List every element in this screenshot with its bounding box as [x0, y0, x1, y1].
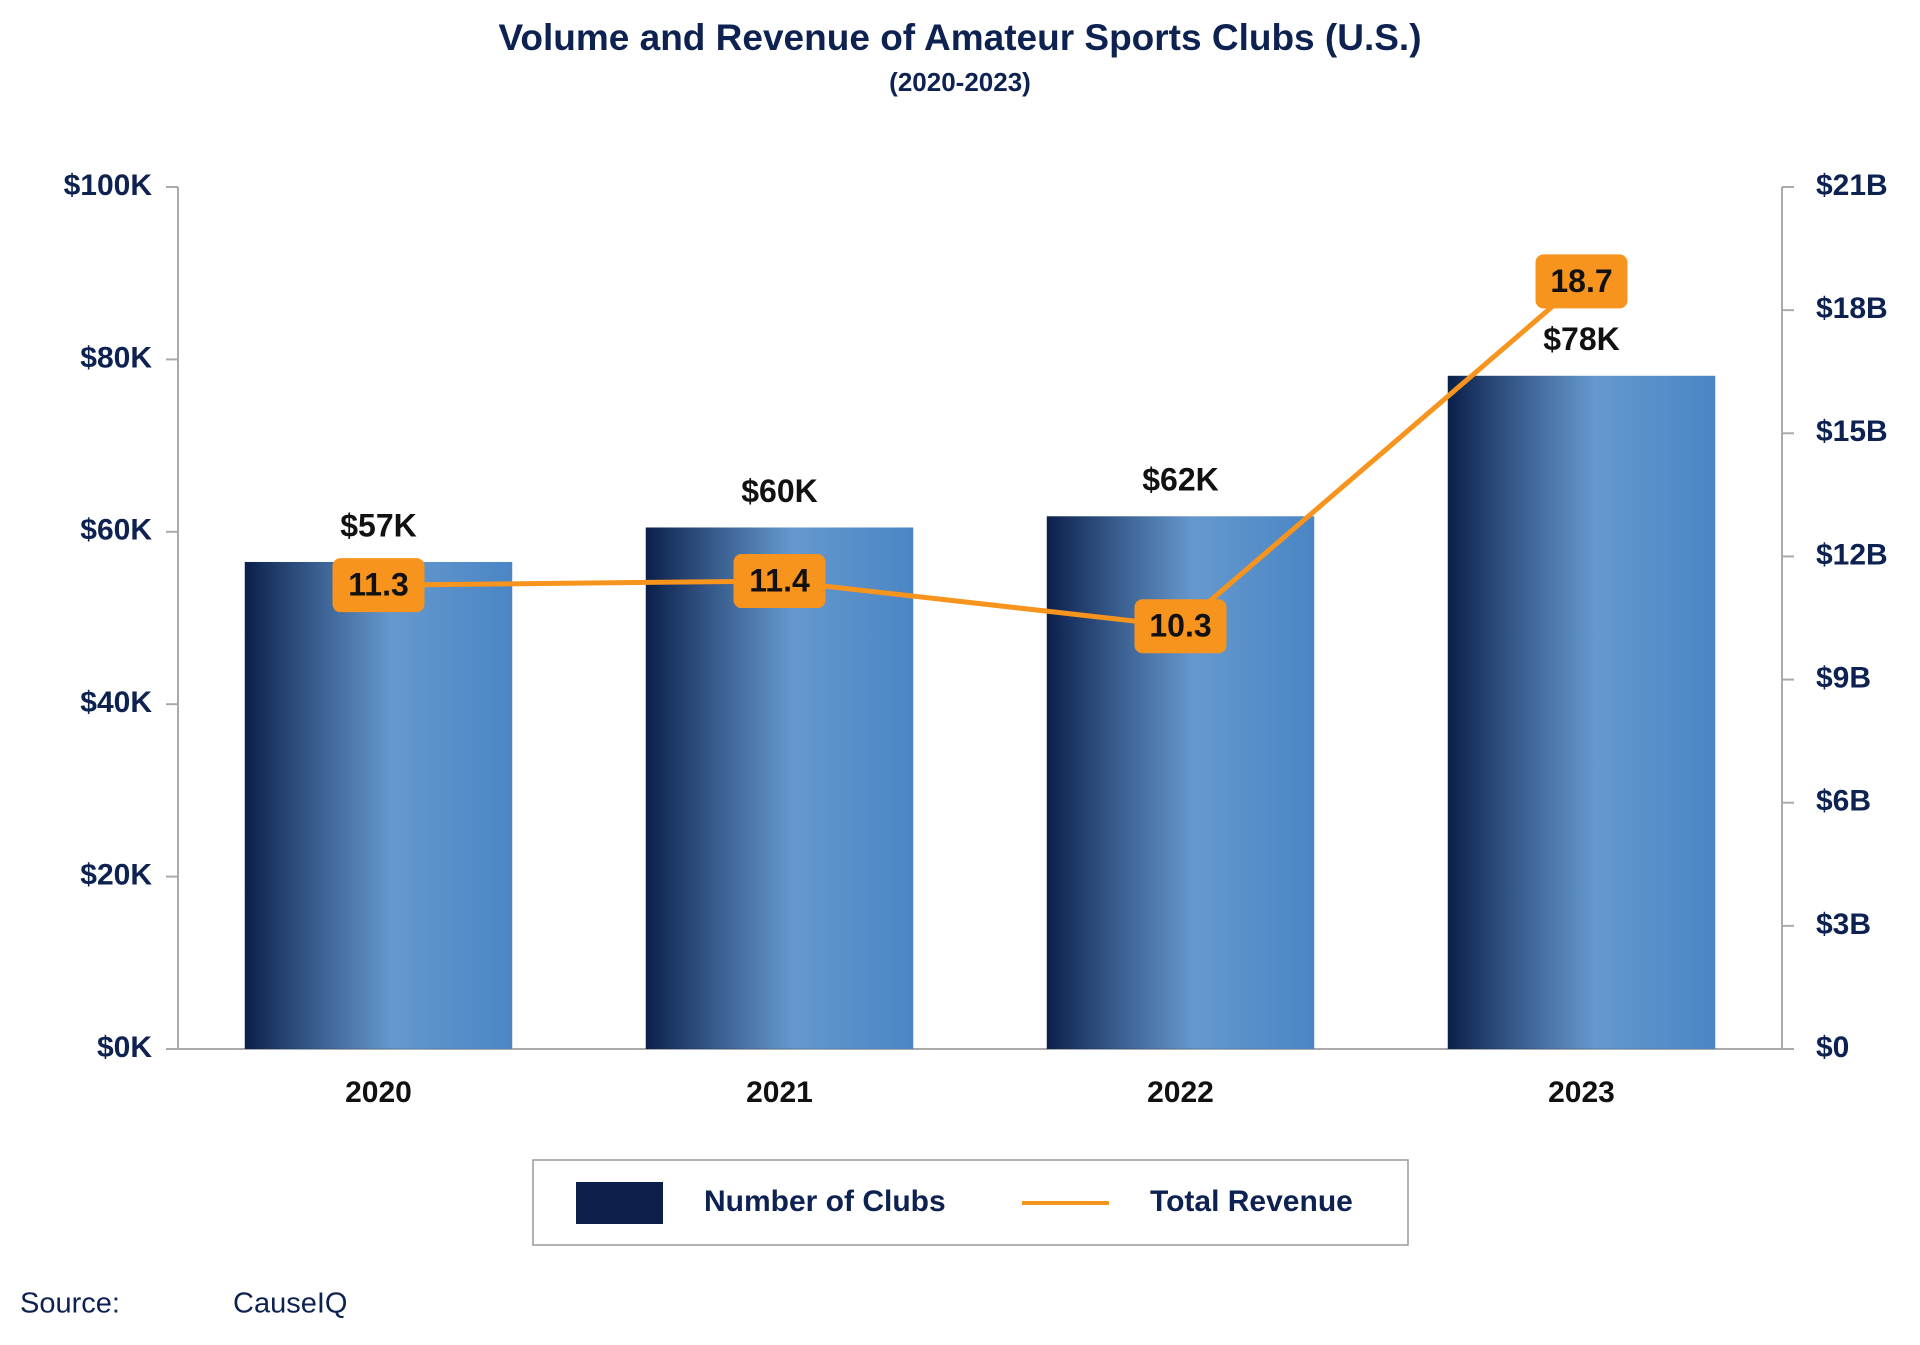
bar [645, 527, 914, 1049]
legend-label: Total Revenue [1150, 1185, 1353, 1218]
y2-tick-label: $0 [1816, 1031, 1849, 1064]
y-tick-label: $0K [97, 1031, 152, 1064]
bar [1447, 375, 1716, 1049]
y-tick-label: $20K [80, 859, 152, 892]
point-label-box [1134, 599, 1227, 654]
line [378, 279, 1584, 629]
y2-tick-label: $21B [1816, 169, 1888, 202]
y2-tick-label: $3B [1816, 908, 1871, 941]
bar-value-label: $57K [340, 507, 417, 543]
point-value-label: 11.4 [749, 563, 810, 599]
x-tick-label: 2021 [746, 1076, 813, 1109]
legend-label: Number of Clubs [704, 1185, 946, 1218]
legend-box [532, 1159, 1409, 1246]
chart-subtitle: (2020-2023) [889, 67, 1031, 97]
y2-tick-label: $15B [1816, 415, 1888, 448]
y2-tick-label: $6B [1816, 785, 1871, 818]
bar-value-label: $62K [1142, 462, 1219, 498]
y-tick-label: $40K [80, 686, 152, 719]
bar-value-label: $60K [741, 473, 818, 509]
source: CauseIQ [233, 1288, 347, 1320]
bar [244, 561, 513, 1049]
y-tick-label: $60K [80, 514, 152, 547]
y-tick-label: $100K [64, 169, 153, 202]
bar-value-label: $78K [1543, 321, 1620, 357]
y-tick-label: $80K [80, 341, 152, 374]
x-tick-label: 2023 [1548, 1076, 1615, 1109]
source-label: Source: [20, 1288, 120, 1320]
point-label-box [733, 554, 826, 609]
point-value-label: 11.3 [348, 567, 409, 603]
y2-tick-label: $9B [1816, 661, 1871, 694]
y2-tick-label: $12B [1816, 538, 1888, 571]
y2-tick-label: $18B [1816, 292, 1888, 325]
x-tick-label: 2020 [345, 1076, 412, 1109]
point-label-box [332, 558, 425, 613]
point-value-label: 18.7 [1550, 263, 1612, 299]
chart-title: Volume and Revenue of Amateur Sports Clu… [498, 17, 1421, 58]
point-label-box [1535, 254, 1628, 309]
bar [1046, 516, 1315, 1049]
point-value-label: 10.3 [1149, 608, 1211, 644]
legend-swatch [576, 1182, 663, 1224]
x-tick-label: 2022 [1147, 1076, 1214, 1109]
